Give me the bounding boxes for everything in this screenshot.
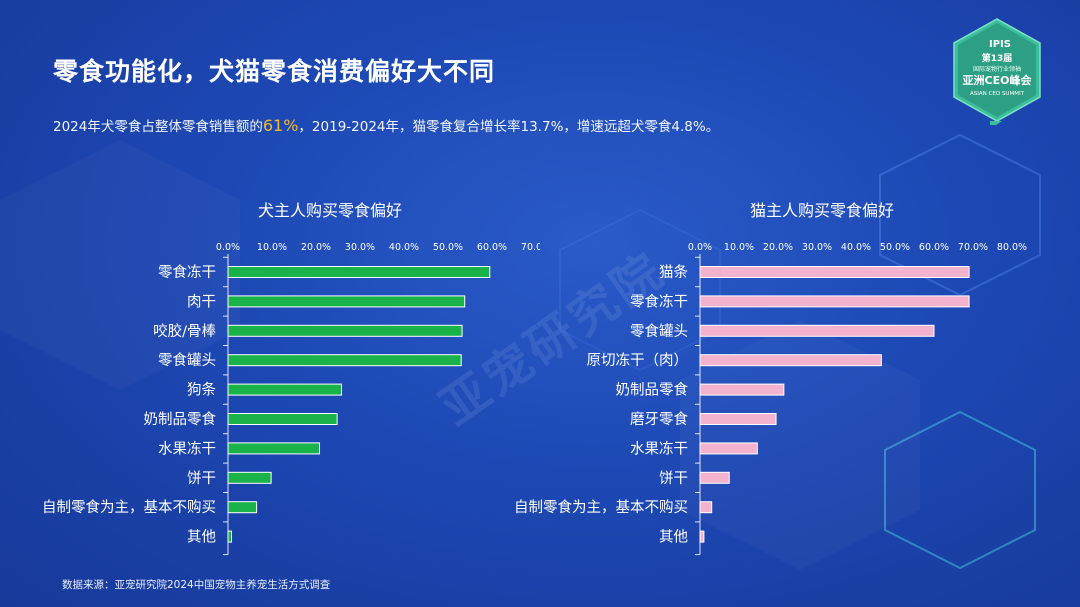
bar <box>227 354 462 367</box>
x-tick-label: 60.0% <box>919 242 949 253</box>
hexagon-decoration <box>884 410 1036 570</box>
bar <box>699 442 758 455</box>
bar <box>699 266 970 278</box>
category-label: 饼干 <box>187 470 216 487</box>
category-label: 奶制品零食 <box>144 411 217 428</box>
x-tick-label: 70.0% <box>521 242 540 253</box>
logo-text: 第13届 <box>982 52 1013 64</box>
category-label: 奶制品零食 <box>616 382 689 399</box>
subtitle-text: 2024年犬零食占整体零食销售额的 <box>53 119 263 135</box>
logo-text: 国际宠物行业领袖 <box>973 65 1021 73</box>
x-tick-label: 40.0% <box>389 242 419 253</box>
bar <box>699 324 935 337</box>
subtitle-text: ，2019-2024年，猫零食复合增长率13.7%，增速远超犬零食4.8%。 <box>298 119 720 135</box>
logo-hexagon-inner <box>958 23 1036 117</box>
chart-title: 犬主人购买零食偏好 <box>258 201 402 220</box>
cat-snack-preference-chart: 猫主人购买零食偏好 0.0% 10.0% 20.0% 30.0% 40.0% 50.0% 60… <box>514 201 1027 546</box>
summit-logo: IPIS 第13届 国际宠物行业领袖 亚洲CEO峰会 ASIAN CEO SUM… <box>953 18 1041 125</box>
x-tick-label: 10.0% <box>724 242 754 253</box>
category-label: 水果冻干 <box>158 439 216 457</box>
category-label: 猫条 <box>659 264 688 281</box>
x-tick-label: 30.0% <box>345 242 375 253</box>
category-label: 原切冻干（肉） <box>587 351 689 369</box>
category-label: 其他 <box>659 529 688 546</box>
bar <box>227 530 233 543</box>
category-label: 零食罐头 <box>158 352 216 369</box>
category-label: 其他 <box>187 529 216 546</box>
category-label: 肉干 <box>187 293 216 310</box>
bar <box>227 442 321 455</box>
bar <box>699 413 777 425</box>
category-label: 自制零食为主，基本不购买 <box>514 499 688 516</box>
category-label: 咬胶/骨棒 <box>153 322 216 340</box>
bar <box>699 471 730 484</box>
x-tick-label: 60.0% <box>477 242 507 253</box>
x-tick-label: 10.0% <box>257 242 287 253</box>
bar <box>227 266 491 278</box>
x-tick-label: 50.0% <box>880 242 910 253</box>
subtitle-highlight: 61% <box>262 116 299 135</box>
x-tick-label: 0.0% <box>688 242 712 253</box>
bar <box>227 324 463 337</box>
category-label: 饼干 <box>659 470 688 487</box>
x-tick-label: 80.0% <box>997 242 1027 253</box>
x-tick-label: 50.0% <box>433 242 463 253</box>
x-tick-label: 40.0% <box>841 242 871 253</box>
bar <box>699 530 705 543</box>
subtitle: 2024年犬零食占整体零食销售额的61%，2019-2024年，猫零食复合增长率… <box>53 115 719 135</box>
category-label: 磨牙零食 <box>630 411 688 428</box>
logo-tail <box>990 121 1002 125</box>
bar <box>227 295 466 308</box>
category-label: 零食冻干 <box>630 292 688 310</box>
bar <box>227 471 272 484</box>
page-title: 零食功能化，犬猫零食消费偏好大不同 <box>53 57 496 86</box>
bar <box>227 501 258 514</box>
category-label: 零食冻干 <box>158 263 216 281</box>
bar <box>699 501 713 514</box>
data-source-note: 数据来源：亚宠研究院2024中国宠物主养宠生活方式调查 <box>62 579 331 591</box>
x-tick-label: 0.0% <box>216 242 240 253</box>
dog-snack-preference-chart: 犬主人购买零食偏好 0.0% 10.0% 20.0% 30.0% 40.0% 50.0% 60… <box>42 201 540 556</box>
bar <box>699 354 882 367</box>
x-tick-label: 70.0% <box>958 242 988 253</box>
bar <box>227 383 343 396</box>
logo-text: ASIAN CEO SUMMIT <box>970 91 1025 97</box>
chart-title: 猫主人购买零食偏好 <box>750 201 894 220</box>
logo-text: IPIS <box>989 39 1011 50</box>
bar <box>227 413 338 425</box>
bar <box>699 383 785 396</box>
x-tick-label: 20.0% <box>301 242 331 253</box>
logo-text: 亚洲CEO峰会 <box>963 73 1033 87</box>
x-tick-label: 30.0% <box>802 242 832 253</box>
category-label: 狗条 <box>187 382 216 399</box>
category-label: 零食罐头 <box>630 323 688 340</box>
hexagon-decoration <box>879 133 1041 297</box>
category-label: 自制零食为主，基本不购买 <box>42 499 216 516</box>
x-tick-label: 20.0% <box>763 242 793 253</box>
bar <box>699 295 970 308</box>
category-label: 水果冻干 <box>630 439 688 457</box>
